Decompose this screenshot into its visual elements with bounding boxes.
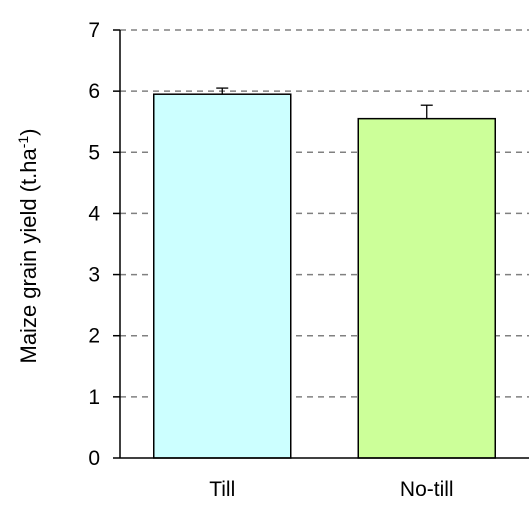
tick-labels: Till No-till 0 1 2 3 4 5 6 7	[88, 19, 453, 501]
y-tick-label-0: 0	[88, 447, 100, 470]
y-tick-label-5: 5	[88, 141, 100, 164]
x-tick-label-0: Till	[209, 478, 235, 501]
bar-till	[153, 93, 292, 459]
bar-no-till	[357, 117, 496, 459]
y-axis-title: Maize grain yield (t.ha-1)	[15, 129, 41, 364]
y-tick-label-2: 2	[88, 325, 100, 348]
y-tick-label-3: 3	[88, 264, 100, 287]
y-tick-label-7: 7	[88, 19, 100, 42]
y-tick-label-6: 6	[88, 80, 100, 103]
x-tick-label-1: No-till	[400, 478, 454, 501]
axes	[113, 29, 529, 459]
y-axis-title-close: )	[16, 129, 41, 136]
bars	[153, 87, 496, 459]
y-tick-label-1: 1	[88, 386, 100, 409]
y-tick-label-4: 4	[88, 202, 100, 225]
y-axis-title-superscript: -1	[15, 136, 31, 149]
y-axis-title-main: Maize grain yield (t.ha	[16, 148, 41, 364]
